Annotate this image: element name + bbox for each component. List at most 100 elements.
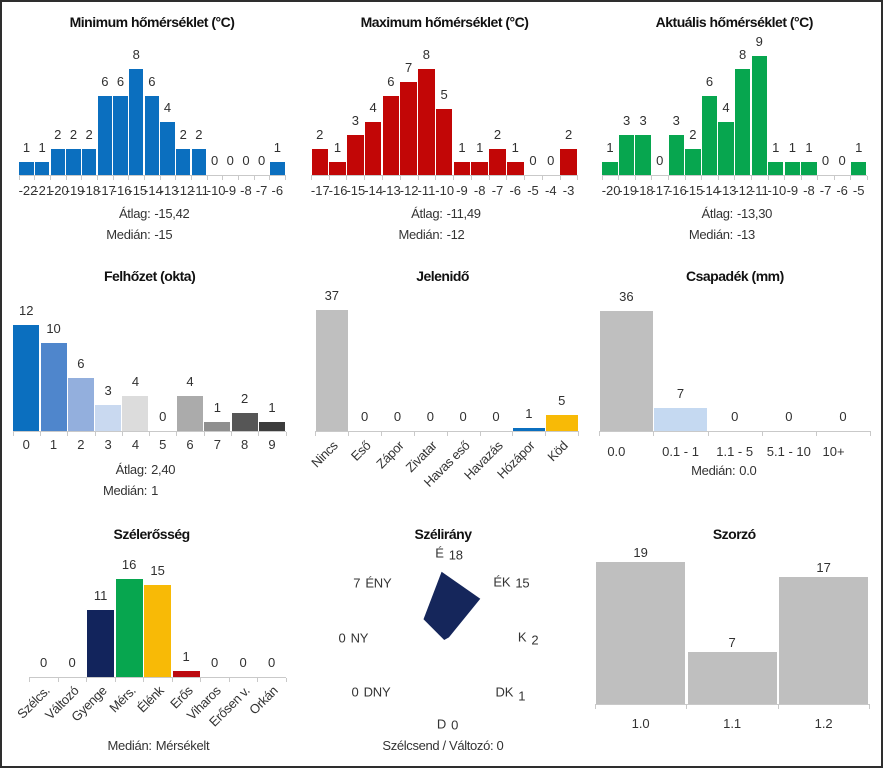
x-axis-tick: [12, 432, 14, 436]
bar-value-label: 0: [547, 153, 555, 168]
wind-direction-name: K: [517, 629, 527, 645]
wind-direction-name: É: [435, 545, 444, 561]
x-axis-label: -6: [271, 182, 284, 198]
bar-value-label: 4: [369, 100, 377, 116]
bar-value-label: 1: [458, 139, 466, 155]
bar-0.0: [599, 311, 653, 431]
x-axis-label: -16: [328, 182, 348, 198]
x-axis-label: -3: [562, 182, 575, 198]
x-axis-tick: [817, 176, 819, 180]
x-axis-tick: [866, 176, 868, 180]
x-axis-label: -12: [399, 182, 419, 198]
x-axis-tick: [435, 176, 437, 180]
bar-value-label: 1: [788, 139, 796, 155]
stat-label: Medián:: [102, 483, 148, 499]
bar-value-label: 0: [785, 409, 793, 424]
bar-value-label: 3: [351, 113, 359, 129]
bar-value-label: 0: [211, 654, 219, 670]
bar--14: [364, 122, 382, 175]
x-axis-label: 8: [241, 437, 249, 453]
bar--13: [718, 122, 734, 175]
x-axis-tick: [717, 176, 719, 180]
bar-1.2: [779, 577, 869, 704]
bar-value-label: 6: [148, 73, 156, 89]
x-axis-label: 7: [213, 437, 221, 453]
x-axis-tick: [175, 176, 177, 180]
bar--16: [113, 95, 128, 175]
x-axis-label: -18: [634, 182, 654, 198]
x-axis-tick: [417, 176, 419, 180]
bar--20: [602, 161, 618, 175]
stat-label: Medián:: [106, 226, 151, 242]
x-axis-label: Mérs.: [105, 683, 139, 716]
x-axis-tick: [545, 432, 547, 436]
x-axis-tick: [777, 704, 779, 709]
bar-value-label: 0: [239, 654, 247, 670]
x-axis-tick: [144, 176, 146, 180]
x-axis-label: 5: [159, 437, 167, 453]
wind-direction-name: NY: [350, 630, 369, 645]
bar-value-label: 0: [529, 153, 537, 168]
x-axis-line: [310, 175, 578, 176]
chart-title-minimum-homerseklet: Minimum hőmérséklet (°C): [69, 13, 235, 30]
bar-value-label: 2: [564, 126, 573, 142]
bar-4: [122, 395, 149, 431]
bar-value-label: 0: [68, 654, 76, 670]
x-axis-tick: [159, 176, 161, 180]
x-axis-label: -22: [18, 182, 38, 198]
bar-value-label: 7: [405, 60, 413, 76]
x-axis-tick: [203, 432, 205, 436]
stat-label: Átlag:: [411, 206, 443, 221]
bar-value-label: 0: [159, 409, 167, 424]
x-axis-tick: [784, 176, 786, 180]
wind-direction-value: 1: [518, 688, 526, 704]
bar-value-label: 1: [268, 400, 276, 416]
bar-value-label: 1: [772, 139, 780, 155]
bar-value-label: 12: [19, 303, 34, 318]
x-axis-tick: [285, 677, 287, 682]
chart-title-csapadek: Csapadék (mm): [686, 268, 784, 284]
x-axis-tick: [49, 176, 51, 180]
stat-label: Medián:: [107, 738, 152, 754]
x-axis-label: -17: [97, 182, 116, 198]
bar-1.0: [596, 562, 686, 704]
bar-0.1 - 1: [654, 407, 707, 431]
bar-value-label: 6: [116, 73, 125, 89]
x-axis-line: [315, 431, 579, 432]
bar-value-label: 1: [476, 139, 484, 155]
x-axis-tick: [686, 704, 688, 709]
x-axis-label: -11: [191, 182, 209, 198]
stat-value: -15,42: [154, 206, 190, 221]
bar--14: [144, 95, 160, 175]
x-axis-tick: [206, 176, 208, 180]
wind-direction-value: 0: [351, 684, 359, 700]
x-axis-tick: [479, 432, 481, 436]
bar-value-label: 8: [739, 47, 747, 63]
stat-label: Átlag:: [115, 461, 148, 477]
x-axis-label: -20: [601, 182, 621, 198]
wind-direction-label-NY: 0 NY: [339, 629, 369, 646]
bar-3: [95, 404, 122, 431]
bar--22: [19, 161, 34, 175]
x-axis-label: -14: [701, 182, 720, 198]
bar-value-label: 0: [838, 153, 846, 168]
bar--12: [176, 148, 191, 175]
stat-label: Átlag:: [701, 206, 734, 221]
bar--14: [701, 95, 718, 175]
x-axis-tick: [231, 432, 232, 436]
x-axis-label: -15: [128, 182, 148, 198]
x-axis-tick: [668, 176, 670, 180]
x-axis-label: -7: [255, 182, 268, 198]
x-axis-label: 4: [131, 437, 140, 453]
chart-title-szorzo: Szorzó: [712, 526, 756, 542]
bar-value-label: 2: [195, 126, 203, 142]
bar-value-label: 1: [511, 139, 519, 155]
x-axis-label: -9: [456, 182, 468, 198]
chart-title-felhozet: Felhőzet (okta): [103, 268, 196, 284]
x-axis-tick: [253, 176, 255, 180]
x-axis-label: -6: [836, 182, 848, 198]
bar-value-label: 2: [179, 126, 187, 142]
bar-Gyenge: [87, 609, 115, 677]
bar--20: [50, 148, 66, 175]
